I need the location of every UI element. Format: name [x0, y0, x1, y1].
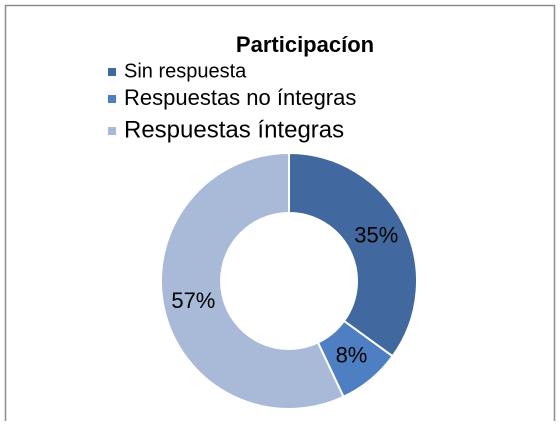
data-label: 57% — [171, 288, 215, 313]
donut-slice — [160, 151, 345, 410]
legend-label: Respuestas íntegras — [124, 116, 344, 143]
donut-slice — [288, 151, 418, 358]
legend-label: Respuestas no íntegras — [124, 85, 356, 110]
data-label: 8% — [336, 342, 368, 367]
chart-title: Participacíon — [236, 32, 374, 57]
legend-marker — [108, 127, 116, 135]
legend-marker — [108, 95, 116, 103]
data-label: 35% — [354, 222, 398, 247]
legend-marker — [108, 68, 116, 76]
legend-label: Sin respuesta — [124, 60, 247, 82]
